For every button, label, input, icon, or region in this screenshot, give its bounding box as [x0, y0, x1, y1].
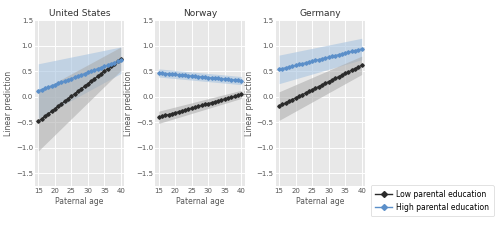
- Title: Norway: Norway: [183, 9, 217, 18]
- X-axis label: Paternal age: Paternal age: [176, 197, 224, 206]
- Y-axis label: Linear prediction: Linear prediction: [124, 71, 134, 136]
- Title: Germany: Germany: [300, 9, 341, 18]
- Title: United States: United States: [49, 9, 110, 18]
- Legend: Low parental education, High parental education: Low parental education, High parental ed…: [371, 185, 494, 216]
- X-axis label: Paternal age: Paternal age: [56, 197, 104, 206]
- Y-axis label: Linear prediction: Linear prediction: [245, 71, 254, 136]
- Y-axis label: Linear prediction: Linear prediction: [4, 71, 13, 136]
- X-axis label: Paternal age: Paternal age: [296, 197, 344, 206]
